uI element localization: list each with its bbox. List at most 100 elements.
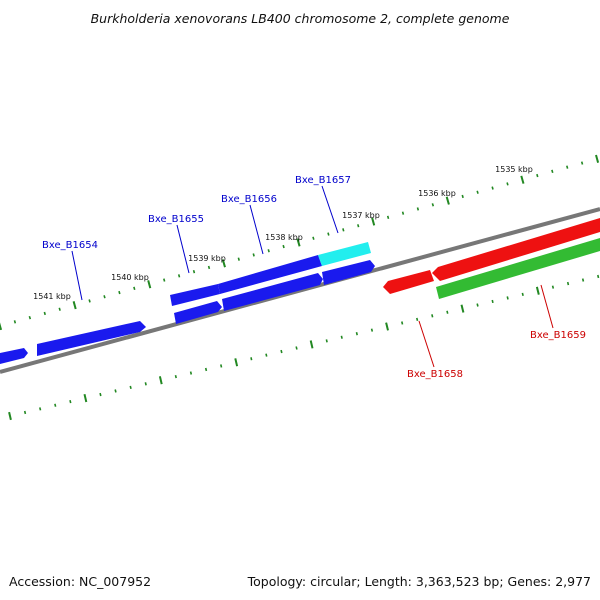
minor-tick xyxy=(355,332,358,336)
major-tick xyxy=(445,196,450,205)
minor-tick xyxy=(237,257,240,261)
minor-tick xyxy=(99,392,102,397)
minor-tick xyxy=(163,278,166,282)
gene-arrow[interactable] xyxy=(218,255,322,294)
minor-tick xyxy=(282,244,285,249)
minor-tick xyxy=(370,328,374,332)
minor-tick xyxy=(566,281,570,286)
minor-tick xyxy=(566,165,569,169)
minor-tick xyxy=(144,382,147,386)
major-tick xyxy=(520,175,525,184)
minor-tick xyxy=(431,203,435,207)
minor-tick xyxy=(220,364,223,368)
minor-tick xyxy=(118,290,121,295)
minor-tick xyxy=(491,299,494,304)
minor-tick xyxy=(114,389,117,393)
minor-tick xyxy=(133,286,136,291)
minor-tick xyxy=(491,186,494,190)
minor-tick xyxy=(207,265,211,270)
gene-label-bxe-b1654[interactable]: Bxe_B1654 xyxy=(42,240,98,251)
gene-label-bxe-b1659[interactable]: Bxe_B1659 xyxy=(530,330,586,341)
reverse-strand-genes xyxy=(383,218,600,299)
minor-tick xyxy=(54,403,57,407)
major-tick xyxy=(309,340,314,349)
gene-arrow[interactable] xyxy=(383,270,434,294)
minor-tick xyxy=(28,315,32,320)
minor-tick xyxy=(581,278,585,282)
minor-tick xyxy=(340,335,343,339)
gene-arrow[interactable] xyxy=(170,284,220,306)
minor-tick xyxy=(192,269,196,274)
gene-arrow[interactable] xyxy=(37,321,146,356)
forward-strand-genes xyxy=(0,242,375,364)
gene-label-bxe-b1655[interactable]: Bxe_B1655 xyxy=(148,214,204,225)
gene-label-bxe-b1657[interactable]: Bxe_B1657 xyxy=(295,175,351,186)
minor-tick xyxy=(174,375,177,379)
minor-tick xyxy=(551,285,555,289)
minor-tick xyxy=(476,190,479,194)
minor-tick xyxy=(312,236,315,240)
tick-label: 1535 kbp xyxy=(495,165,533,174)
minor-tick xyxy=(325,339,328,343)
gene-label-bxe-b1658[interactable]: Bxe_B1658 xyxy=(407,369,463,380)
major-tick xyxy=(83,393,88,403)
minor-tick xyxy=(416,317,419,321)
minor-tick xyxy=(386,215,390,220)
minor-tick xyxy=(342,228,345,232)
gene-arrow[interactable] xyxy=(436,238,600,299)
major-tick xyxy=(72,301,77,310)
major-tick xyxy=(371,217,376,226)
accession-text: Accession: NC_007952 xyxy=(9,574,151,589)
major-tick xyxy=(595,154,600,163)
gene-arrow[interactable] xyxy=(432,218,600,281)
gene-labels: Bxe_B1654 Bxe_B1655 Bxe_B1656 Bxe_B1657 … xyxy=(42,175,586,380)
minor-tick xyxy=(265,353,268,357)
genome-summary-text: Topology: circular; Length: 3,363,523 bp… xyxy=(247,574,591,589)
minor-tick xyxy=(103,295,106,299)
gene-arrow[interactable] xyxy=(0,348,28,364)
minor-tick xyxy=(431,314,434,318)
gene-arrow[interactable] xyxy=(322,260,375,285)
major-tick xyxy=(158,376,163,385)
gene-arrow[interactable] xyxy=(222,273,323,311)
minor-tick xyxy=(252,253,255,257)
minor-tick xyxy=(280,349,283,354)
tick-label: 1536 kbp xyxy=(418,189,456,198)
minor-tick xyxy=(58,307,61,311)
minor-tick xyxy=(327,232,330,236)
minor-tick xyxy=(401,321,404,325)
major-tick xyxy=(385,322,389,331)
major-tick xyxy=(147,280,152,289)
minor-tick xyxy=(446,310,449,314)
minor-tick xyxy=(43,311,46,316)
tick-label: 1538 kbp xyxy=(265,233,303,242)
major-tick xyxy=(8,411,12,421)
minor-tick xyxy=(416,207,420,211)
tick-label: 1541 kbp xyxy=(33,292,71,301)
gene-arrow[interactable] xyxy=(174,301,222,324)
minor-tick xyxy=(461,194,464,199)
gene-arrow[interactable] xyxy=(318,242,371,266)
minor-tick xyxy=(177,274,181,278)
minor-tick xyxy=(357,224,360,228)
map-title: Burkholderia xenovorans LB400 chromosome… xyxy=(91,11,510,26)
minor-tick xyxy=(551,169,554,174)
major-tick xyxy=(221,259,226,268)
minor-tick xyxy=(204,367,208,372)
minor-tick xyxy=(536,173,539,178)
tick-label: 1537 kbp xyxy=(342,211,380,220)
minor-tick xyxy=(129,385,132,389)
outer-tick-track xyxy=(0,154,600,331)
label-connectors xyxy=(71,185,554,368)
major-tick xyxy=(234,358,239,367)
minor-tick xyxy=(295,346,298,350)
tick-label: 1540 kbp xyxy=(111,273,149,282)
minor-tick xyxy=(88,299,91,303)
gene-label-bxe-b1656[interactable]: Bxe_B1656 xyxy=(221,194,277,205)
minor-tick xyxy=(189,371,193,375)
tick-labels: 1535 kbp 1536 kbp 1537 kbp 1538 kbp 1539… xyxy=(33,165,533,301)
minor-tick xyxy=(69,400,72,404)
minor-tick xyxy=(23,410,27,415)
minor-tick xyxy=(267,249,270,253)
